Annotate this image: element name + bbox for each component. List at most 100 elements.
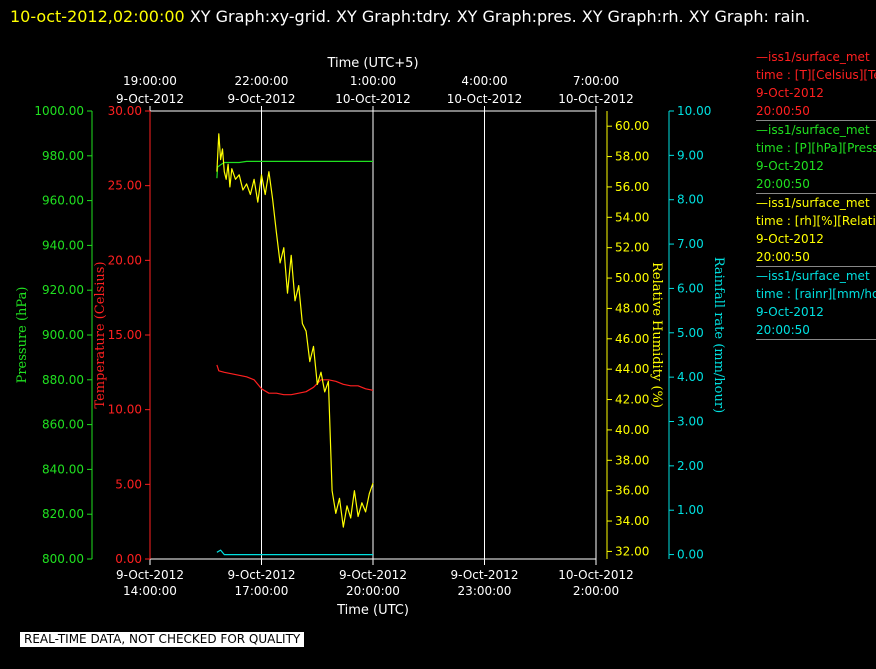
rain-tick-label: 5.00 <box>677 326 704 340</box>
top-tick-time: 19:00:00 <box>123 74 177 88</box>
rh-tick-label: 44.00 <box>615 362 649 376</box>
x-tick-date: 9-Oct-2012 <box>339 568 407 582</box>
rh-tick-label: 34.00 <box>615 514 649 528</box>
rh-tick-label: 38.00 <box>615 453 649 467</box>
rh-tick-label: 60.00 <box>615 119 649 133</box>
legend-line1: —iss1/surface_met <box>756 50 870 64</box>
pressure-tick-label: 900.00 <box>42 328 84 342</box>
x-axis-title: Time (UTC) <box>336 603 409 618</box>
legend-date: 9-Oct-2012 <box>756 305 824 319</box>
top-axis-title: Time (UTC+5) <box>326 56 418 71</box>
temperature-tick-label: 0.00 <box>115 552 142 566</box>
top-tick-date: 10-Oct-2012 <box>335 92 411 106</box>
quality-disclaimer: REAL-TIME DATA, NOT CHECKED FOR QUALITY <box>20 632 305 647</box>
top-tick-date: 9-Oct-2012 <box>228 92 296 106</box>
pressure-tick-label: 800.00 <box>42 552 84 566</box>
temperature-tick-label: 10.00 <box>108 403 142 417</box>
top-tick-time: 7:00:00 <box>573 74 619 88</box>
pressure-axis-title: Pressure (hPa) <box>15 287 30 384</box>
legend-line2: time : [rh][%][Relative <box>756 214 876 228</box>
legend-date: 9-Oct-2012 <box>756 232 824 246</box>
top-tick-time: 4:00:00 <box>461 74 507 88</box>
temperature-tick-label: 5.00 <box>115 477 142 491</box>
x-tick-date: 9-Oct-2012 <box>451 568 519 582</box>
rh-tick-label: 52.00 <box>615 241 649 255</box>
graph-header: 10-oct-2012,02:00:00 XY Graph:xy-grid. X… <box>10 2 860 31</box>
legend-line2: time : [rainr][mm/hour <box>756 287 876 301</box>
top-tick-date: 9-Oct-2012 <box>116 92 184 106</box>
x-tick-time: 2:00:00 <box>573 584 619 598</box>
temperature-tick-label: 20.00 <box>108 253 142 267</box>
top-tick-date: 10-Oct-2012 <box>558 92 634 106</box>
top-tick-time: 1:00:00 <box>350 74 396 88</box>
rh-tick-label: 58.00 <box>615 150 649 164</box>
legend-line1: —iss1/surface_met <box>756 123 870 137</box>
rain-series-line <box>216 549 373 556</box>
x-tick-date: 9-Oct-2012 <box>228 568 296 582</box>
legend-line1: —iss1/surface_met <box>756 269 870 283</box>
rh-tick-label: 48.00 <box>615 301 649 315</box>
x-tick-time: 14:00:00 <box>123 584 177 598</box>
pressure-tick-label: 860.00 <box>42 418 84 432</box>
temperature-axis-title: Temperature (Celsius) <box>93 261 108 408</box>
rh-tick-label: 32.00 <box>615 544 649 558</box>
rain-tick-label: 4.00 <box>677 370 704 384</box>
pressure-tick-label: 820.00 <box>42 507 84 521</box>
pressure-tick-label: 940.00 <box>42 238 84 252</box>
legend-time: 20:00:50 <box>756 250 810 264</box>
rain-tick-label: 8.00 <box>677 193 704 207</box>
rain-tick-label: 9.00 <box>677 148 704 162</box>
header-graph-list: XY Graph:xy-grid. XY Graph:tdry. XY Grap… <box>189 7 811 26</box>
legend-date: 9-Oct-2012 <box>756 159 824 173</box>
rh-tick-label: 40.00 <box>615 423 649 437</box>
legend-time: 20:00:50 <box>756 323 810 337</box>
rain-tick-label: 3.00 <box>677 414 704 428</box>
rain-tick-label: 6.00 <box>677 281 704 295</box>
legend-time: 20:00:50 <box>756 104 810 118</box>
rh-axis-title: Relative Humidity (%) <box>649 262 664 408</box>
pressure-tick-label: 920.00 <box>42 283 84 297</box>
pressure-series-line <box>216 160 373 179</box>
x-tick-time: 23:00:00 <box>458 584 512 598</box>
rh-tick-label: 46.00 <box>615 332 649 346</box>
rain-tick-label: 0.00 <box>677 548 704 562</box>
top-tick-date: 10-Oct-2012 <box>447 92 523 106</box>
x-tick-date: 10-Oct-2012 <box>558 568 634 582</box>
rain-tick-label: 7.00 <box>677 237 704 251</box>
rh-series-line <box>216 133 374 528</box>
rain-axis-title: Rainfall rate (mm/hour) <box>711 257 726 413</box>
top-tick-time: 22:00:00 <box>235 74 289 88</box>
pressure-tick-label: 840.00 <box>42 462 84 476</box>
legend-line2: time : [T][Celsius][Temp <box>756 68 876 82</box>
rain-tick-label: 1.00 <box>677 503 704 517</box>
legend-line2: time : [P][hPa][Pressure <box>756 141 876 155</box>
rh-tick-label: 42.00 <box>615 393 649 407</box>
pressure-tick-label: 1000.00 <box>34 104 84 118</box>
legend-line1: —iss1/surface_met <box>756 196 870 210</box>
pressure-tick-label: 980.00 <box>42 149 84 163</box>
rh-tick-label: 36.00 <box>615 484 649 498</box>
header-timestamp: 10-oct-2012,02:00:00 <box>10 7 185 26</box>
rain-tick-label: 10.00 <box>677 104 711 118</box>
pressure-tick-label: 960.00 <box>42 194 84 208</box>
x-tick-time: 17:00:00 <box>235 584 289 598</box>
rh-tick-label: 54.00 <box>615 210 649 224</box>
temperature-tick-label: 15.00 <box>108 328 142 342</box>
legend-time: 20:00:50 <box>756 177 810 191</box>
pressure-tick-label: 880.00 <box>42 373 84 387</box>
temperature-tick-label: 25.00 <box>108 179 142 193</box>
x-tick-date: 9-Oct-2012 <box>116 568 184 582</box>
x-tick-time: 20:00:00 <box>346 584 400 598</box>
rh-tick-label: 50.00 <box>615 271 649 285</box>
rh-tick-label: 56.00 <box>615 180 649 194</box>
temperature-series-line <box>216 364 374 396</box>
temperature-tick-label: 30.00 <box>108 104 142 118</box>
legend-date: 9-Oct-2012 <box>756 86 824 100</box>
rain-tick-label: 2.00 <box>677 459 704 473</box>
